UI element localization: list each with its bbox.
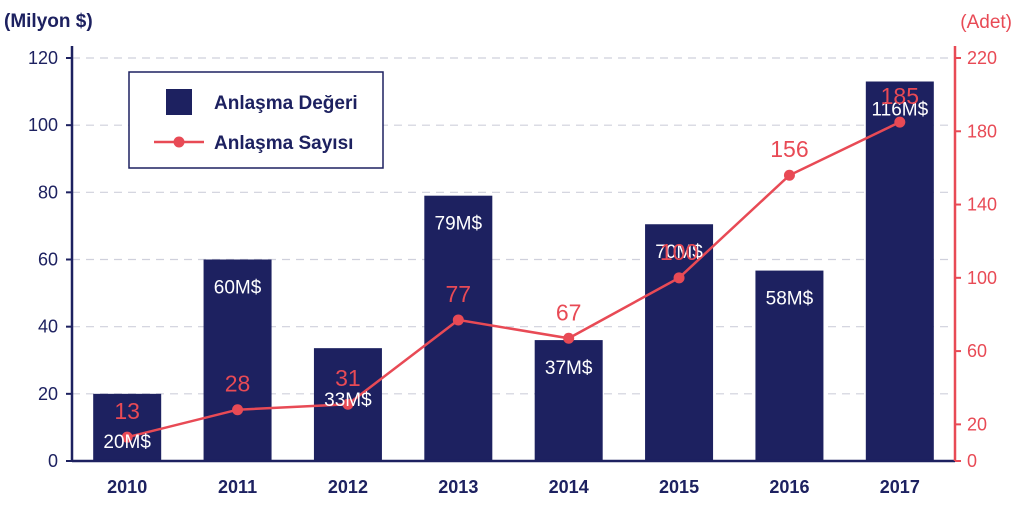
left-tick-label: 120	[28, 48, 58, 68]
x-axis-ticks: 2010 2011 2012 2013 2014 2015 2016 2017	[107, 477, 920, 497]
x-tick-label: 2015	[659, 477, 699, 497]
bar	[645, 224, 714, 461]
right-tick-label: 100	[967, 268, 997, 288]
bar	[203, 259, 272, 461]
left-axis-ticks: 0 20 40 60 80 100 120	[28, 48, 72, 471]
left-tick-label: 80	[38, 182, 58, 202]
line-data-label: 13	[114, 398, 140, 424]
x-tick-label: 2014	[549, 477, 589, 497]
bar-data-label: 79M$	[435, 214, 483, 235]
legend-frame	[128, 71, 384, 169]
right-axis-ticks: 0 20 60 100 140 180 220	[955, 48, 997, 471]
left-tick-label: 20	[38, 384, 58, 404]
x-tick-label: 2011	[218, 477, 257, 497]
x-tick-label: 2017	[880, 477, 920, 497]
line-point	[232, 404, 244, 416]
x-tick-label: 2010	[107, 477, 147, 497]
right-tick-label: 220	[967, 48, 997, 68]
x-tick-label: 2016	[769, 477, 809, 497]
bar-data-label: 70M$	[655, 242, 703, 263]
legend-line-label: Anlaşma Sayısı	[214, 133, 353, 154]
left-axis-unit-label: (Milyon $)	[4, 11, 93, 32]
left-tick-label: 100	[28, 115, 58, 135]
line-point	[673, 272, 685, 284]
bar-data-labels: 20M$ 60M$ 33M$ 79M$ 37M$ 70M$ 58M$ 116M$	[103, 100, 928, 453]
line-data-label: 67	[556, 299, 582, 325]
bar-data-label: 20M$	[103, 432, 151, 453]
line-data-label: 156	[770, 136, 808, 162]
legend: Anlaşma Değeri Anlaşma Sayısı	[128, 71, 384, 169]
right-tick-label: 140	[967, 195, 997, 215]
line-data-label: 77	[446, 281, 472, 307]
legend-bar-swatch	[166, 89, 192, 115]
right-axis-unit-label: (Adet)	[960, 12, 1012, 33]
line-point	[894, 116, 906, 128]
x-tick-label: 2013	[438, 477, 478, 497]
left-tick-label: 40	[38, 317, 58, 337]
bar	[534, 340, 603, 461]
bar-data-label: 37M$	[545, 358, 593, 379]
right-tick-label: 20	[967, 414, 987, 434]
left-tick-label: 0	[48, 451, 58, 471]
bar-data-label: 33M$	[324, 390, 372, 411]
bar-data-label: 60M$	[214, 278, 262, 299]
bar-data-label: 58M$	[766, 289, 814, 310]
line-point	[563, 332, 575, 344]
x-tick-label: 2012	[328, 477, 368, 497]
line-data-label: 31	[335, 365, 361, 391]
line-data-label: 28	[225, 371, 251, 397]
line-point	[783, 169, 795, 181]
line-point	[121, 431, 133, 443]
axes	[70, 46, 957, 463]
bar	[865, 81, 934, 461]
line-data-label: 100	[660, 239, 698, 265]
line-point	[452, 314, 464, 326]
legend-line-marker	[173, 136, 185, 148]
line-point	[342, 398, 354, 410]
bar	[93, 393, 162, 461]
legend-bar-label: Anlaşma Değeri	[214, 93, 358, 114]
right-tick-label: 0	[967, 451, 977, 471]
right-tick-label: 180	[967, 121, 997, 141]
right-tick-label: 60	[967, 341, 987, 361]
bar	[755, 270, 824, 461]
left-tick-label: 60	[38, 250, 58, 270]
series-line	[126, 120, 901, 439]
line-data-labels: 13 28 31 77 67 100 156 185	[114, 83, 919, 424]
line-data-label: 185	[881, 83, 919, 109]
bar-data-label: 116M$	[871, 100, 928, 121]
bar	[424, 195, 493, 462]
line-series	[121, 116, 906, 443]
